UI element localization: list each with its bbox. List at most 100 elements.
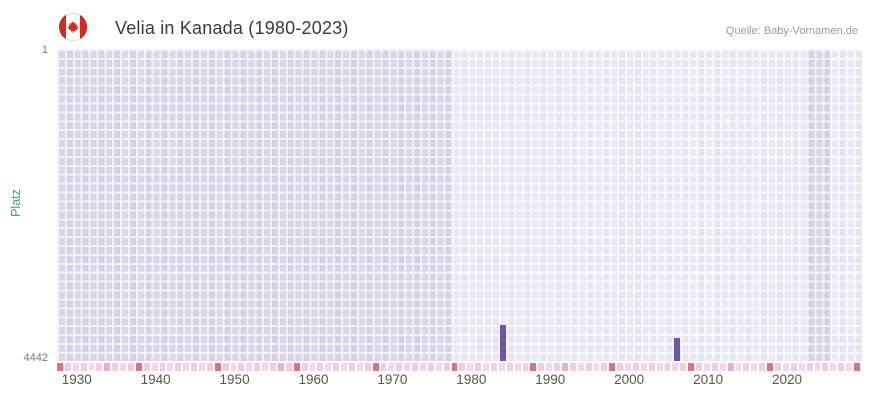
timeline-cell [222, 363, 229, 371]
timeline-cell [562, 363, 568, 371]
timeline-cell [293, 363, 300, 371]
timeline-cell [88, 363, 95, 371]
timeline-cell [80, 363, 87, 371]
timeline-cell [593, 363, 600, 371]
timeline-cell [822, 363, 829, 371]
timeline-cell [151, 363, 158, 371]
timeline-cell [112, 363, 119, 371]
timeline-cell [633, 363, 639, 371]
timeline-cell [830, 363, 837, 371]
timeline-cell [467, 363, 474, 371]
timeline-cell [782, 363, 789, 371]
rank-bar-2006[interactable] [673, 338, 680, 361]
timeline-cell [522, 363, 529, 371]
timeline-cell [104, 363, 111, 371]
timeline-cell [230, 363, 237, 371]
timeline-cell [751, 363, 758, 371]
timeline-cell [120, 363, 127, 371]
timeline-cell [609, 363, 616, 371]
x-tick-label: 1990 [535, 372, 566, 387]
timeline-cell [577, 363, 584, 371]
timeline-cell [396, 363, 403, 371]
timeline-cell [696, 363, 703, 371]
source-link[interactable]: Quelle: Baby-Vornamen.de [725, 25, 858, 37]
timeline-cell [656, 363, 663, 371]
timeline-cell [483, 363, 489, 371]
timeline-cell [554, 363, 560, 371]
timeline-cell [475, 363, 482, 371]
timeline-cell [569, 363, 576, 371]
x-tick-label: 2010 [693, 372, 724, 387]
x-tick-label: 2000 [614, 372, 645, 387]
timeline-cell [128, 363, 134, 371]
x-tick-label: 1980 [456, 372, 487, 387]
timeline-cell [64, 363, 71, 371]
timeline-cell [143, 363, 150, 371]
timeline-cell [853, 363, 860, 371]
timeline-cell [167, 363, 174, 371]
y-axis-tick-bottom: 4442 [23, 352, 48, 364]
x-tick-label: 1930 [61, 372, 92, 387]
timeline-cell [767, 363, 774, 371]
timeline-cell [419, 363, 426, 371]
x-tick-label: 1950 [219, 372, 250, 387]
timeline-cell [57, 363, 63, 371]
x-axis-ticks: 1930 1940 1950 1960 1970 1980 1990 2000 2010 2020 [57, 372, 862, 392]
timeline-cell [838, 363, 845, 371]
timeline-cell [72, 363, 79, 371]
y-axis-tick-top: 1 [41, 44, 48, 56]
timeline-cell [199, 363, 205, 371]
timeline-cell [246, 363, 253, 371]
timeline-cell [325, 363, 332, 371]
timeline-cell [490, 363, 497, 371]
timeline-cell [404, 363, 411, 371]
timeline-cell [333, 363, 340, 371]
timeline-cell [775, 363, 781, 371]
chart-title: Velia in Kanada (1980-2023) [115, 18, 349, 38]
timeline-cell [183, 363, 190, 371]
rank-bar-1984[interactable] [499, 325, 506, 361]
timeline-cell [135, 363, 142, 371]
timeline-cell [459, 363, 466, 371]
timeline-cell [348, 363, 355, 371]
year-timeline-row [57, 363, 862, 371]
timeline-cell [727, 363, 734, 371]
timeline-cell [798, 363, 805, 371]
timeline-cell [530, 363, 537, 371]
timeline-cell [546, 363, 553, 371]
timeline-cell [262, 363, 269, 371]
timeline-cell [309, 363, 316, 371]
timeline-cell [427, 363, 434, 371]
timeline-cell [648, 363, 655, 371]
timeline-cell [96, 363, 103, 371]
timeline-cell [664, 363, 671, 371]
timeline-cell [214, 363, 221, 371]
timeline-cell [498, 363, 505, 371]
x-tick-label: 1970 [377, 372, 408, 387]
timeline-cell [238, 363, 245, 371]
timeline-cell [735, 363, 742, 371]
timeline-cell [270, 363, 276, 371]
timeline-cell [672, 363, 679, 371]
timeline-cell [601, 363, 608, 371]
timeline-cell [506, 363, 513, 371]
x-tick-label: 1940 [140, 372, 171, 387]
timeline-cell [435, 363, 442, 371]
timeline-cell [617, 363, 624, 371]
timeline-cell [443, 363, 450, 371]
timeline-cell [206, 363, 213, 371]
timeline-cell [285, 363, 292, 371]
timeline-cell [412, 363, 418, 371]
timeline-cell [254, 363, 261, 371]
plot-area [57, 49, 862, 361]
x-tick-label: 1960 [298, 372, 329, 387]
timeline-cell [688, 363, 695, 371]
timeline-cell [625, 363, 632, 371]
timeline-cell [719, 363, 726, 371]
timeline-cell [743, 363, 750, 371]
timeline-cell [301, 363, 308, 371]
timeline-cell [814, 363, 821, 371]
x-tick-label: 2020 [771, 372, 803, 387]
timeline-cell [380, 363, 387, 371]
